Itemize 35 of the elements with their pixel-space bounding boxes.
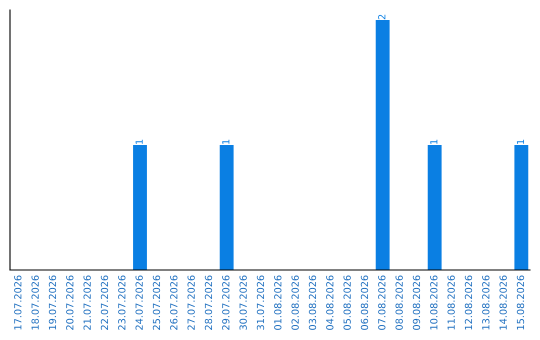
x-tick-label: 23.07.2026 xyxy=(118,275,126,330)
x-tick-label: 30.07.2026 xyxy=(239,275,247,330)
x-tick-label: 24.07.2026 xyxy=(135,275,143,330)
x-tick-label: 29.07.2026 xyxy=(222,275,230,330)
x-tick-label: 02.08.2026 xyxy=(291,275,299,330)
x-tick-label: 12.08.2026 xyxy=(464,275,472,330)
x-tick-label: 05.08.2026 xyxy=(343,275,351,330)
data-label: 1 xyxy=(516,140,524,144)
x-tick-label: 14.08.2026 xyxy=(499,275,507,330)
x-tick-label: 27.07.2026 xyxy=(187,275,195,330)
x-tick-label: 25.07.2026 xyxy=(152,275,160,330)
x-tick-label: 22.07.2026 xyxy=(100,275,108,330)
x-tick-label: 08.08.2026 xyxy=(395,275,403,330)
x-tick-label: 11.08.2026 xyxy=(447,275,455,330)
x-tick-label: 09.08.2026 xyxy=(412,275,420,330)
x-tick-label: 19.07.2026 xyxy=(48,275,56,330)
x-tick-label: 01.08.2026 xyxy=(274,275,282,330)
data-label: 2 xyxy=(378,14,386,20)
x-tick-label: 04.08.2026 xyxy=(326,275,334,330)
x-tick-label: 26.07.2026 xyxy=(170,275,178,330)
x-tick-label: 28.07.2026 xyxy=(204,275,212,330)
x-tick-label: 31.07.2026 xyxy=(256,275,264,330)
x-tick-label: 17.07.2026 xyxy=(14,275,22,330)
x-tick-label: 10.08.2026 xyxy=(430,275,438,330)
data-label: 1 xyxy=(136,140,143,144)
x-tick-label: 06.08.2026 xyxy=(360,275,368,330)
x-tick-label: 07.08.2026 xyxy=(378,275,386,330)
x-tick-label: 03.08.2026 xyxy=(308,275,316,330)
x-tick-label: 13.08.2026 xyxy=(482,275,490,330)
x-tick-label: 21.07.2026 xyxy=(83,275,91,330)
x-tick-label: 20.07.2026 xyxy=(66,275,74,330)
data-label: 1 xyxy=(430,140,438,144)
x-tick-label: 15.08.2026 xyxy=(516,275,524,330)
x-tick-label: 18.07.2026 xyxy=(31,275,39,330)
data-label: 1 xyxy=(222,140,230,144)
